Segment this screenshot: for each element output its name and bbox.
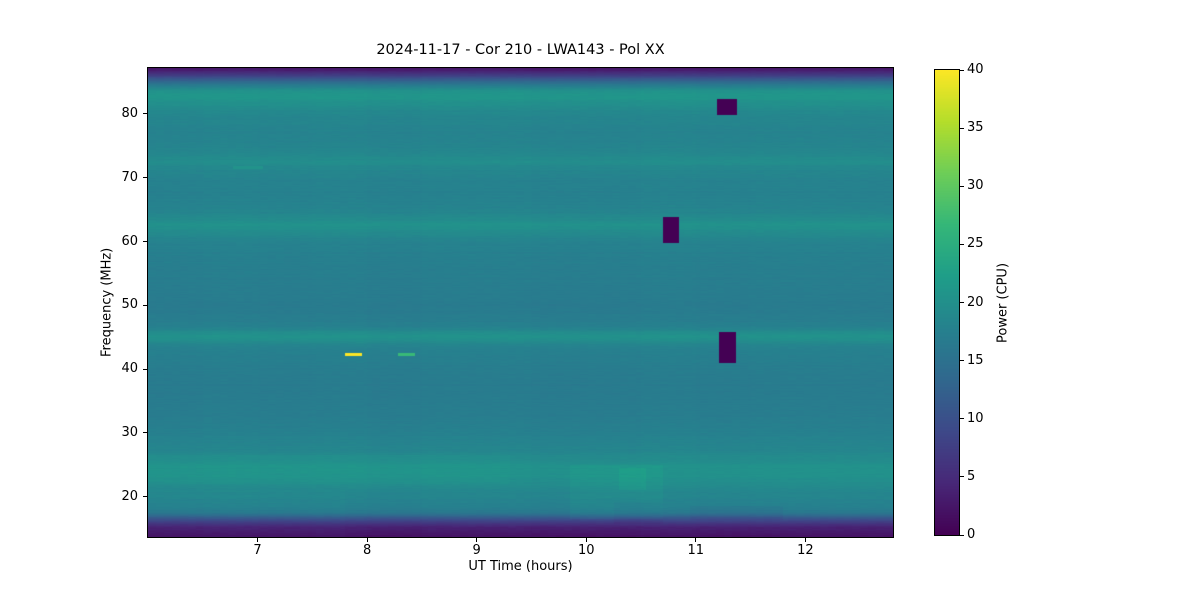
x-tick-label: 7 — [253, 543, 262, 558]
x-tick-label: 12 — [797, 543, 814, 558]
y-tick-mark — [143, 177, 147, 179]
colorbar-tick-label: 5 — [967, 468, 976, 484]
y-tick-label: 30 — [121, 424, 138, 440]
colorbar — [934, 69, 960, 536]
colorbar-label: Power (CPU) — [995, 262, 1011, 343]
x-tick-label: 11 — [687, 543, 705, 558]
colorbar-tick-mark — [960, 360, 964, 362]
colorbar-canvas — [935, 70, 959, 535]
x-axis-label: UT Time (hours) — [468, 559, 573, 574]
x-tick-label: 10 — [577, 543, 595, 558]
y-tick-label: 70 — [121, 169, 138, 185]
colorbar-tick-mark — [960, 302, 964, 303]
x-tick-label: 9 — [472, 543, 481, 558]
y-tick-mark — [143, 113, 147, 115]
colorbar-tick-label: 35 — [967, 120, 984, 136]
colorbar-tick-mark — [960, 69, 964, 71]
y-tick-label: 50 — [121, 297, 138, 313]
colorbar-tick-mark — [960, 418, 964, 420]
y-tick-mark — [143, 432, 147, 434]
colorbar-tick-label: 40 — [967, 62, 984, 77]
colorbar-tick-label: 20 — [967, 294, 984, 310]
colorbar-tick-mark — [960, 185, 964, 187]
x-tick-mark — [257, 538, 259, 542]
colorbar-tick-label: 10 — [967, 410, 984, 426]
x-tick-mark — [695, 538, 697, 542]
y-tick-mark — [143, 368, 147, 370]
y-tick-label: 40 — [121, 361, 138, 377]
y-tick-mark — [143, 241, 147, 243]
y-tick-label: 80 — [121, 105, 138, 121]
colorbar-tick-mark — [960, 243, 964, 245]
chart-title: 2024-11-17 - Cor 210 - LWA143 - Pol XX — [376, 42, 665, 58]
colorbar-tick-label: 15 — [967, 352, 984, 368]
x-tick-mark — [804, 538, 806, 542]
y-tick-label: 60 — [121, 233, 138, 249]
colorbar-tick-mark — [960, 127, 964, 129]
colorbar-tick-label: 0 — [967, 527, 976, 542]
x-tick-mark — [476, 538, 478, 542]
y-tick-mark — [143, 496, 147, 498]
x-tick-mark — [366, 538, 368, 542]
colorbar-tick-label: 30 — [967, 178, 984, 194]
plot-area — [147, 67, 894, 538]
colorbar-tick-mark — [960, 476, 964, 478]
spectrogram-heatmap-canvas — [148, 68, 893, 537]
colorbar-tick-mark — [960, 534, 964, 536]
x-tick-label: 8 — [362, 543, 372, 558]
y-tick-label: 20 — [121, 488, 138, 504]
y-tick-mark — [143, 304, 147, 306]
x-tick-mark — [585, 538, 587, 542]
colorbar-tick-label: 25 — [967, 236, 984, 252]
